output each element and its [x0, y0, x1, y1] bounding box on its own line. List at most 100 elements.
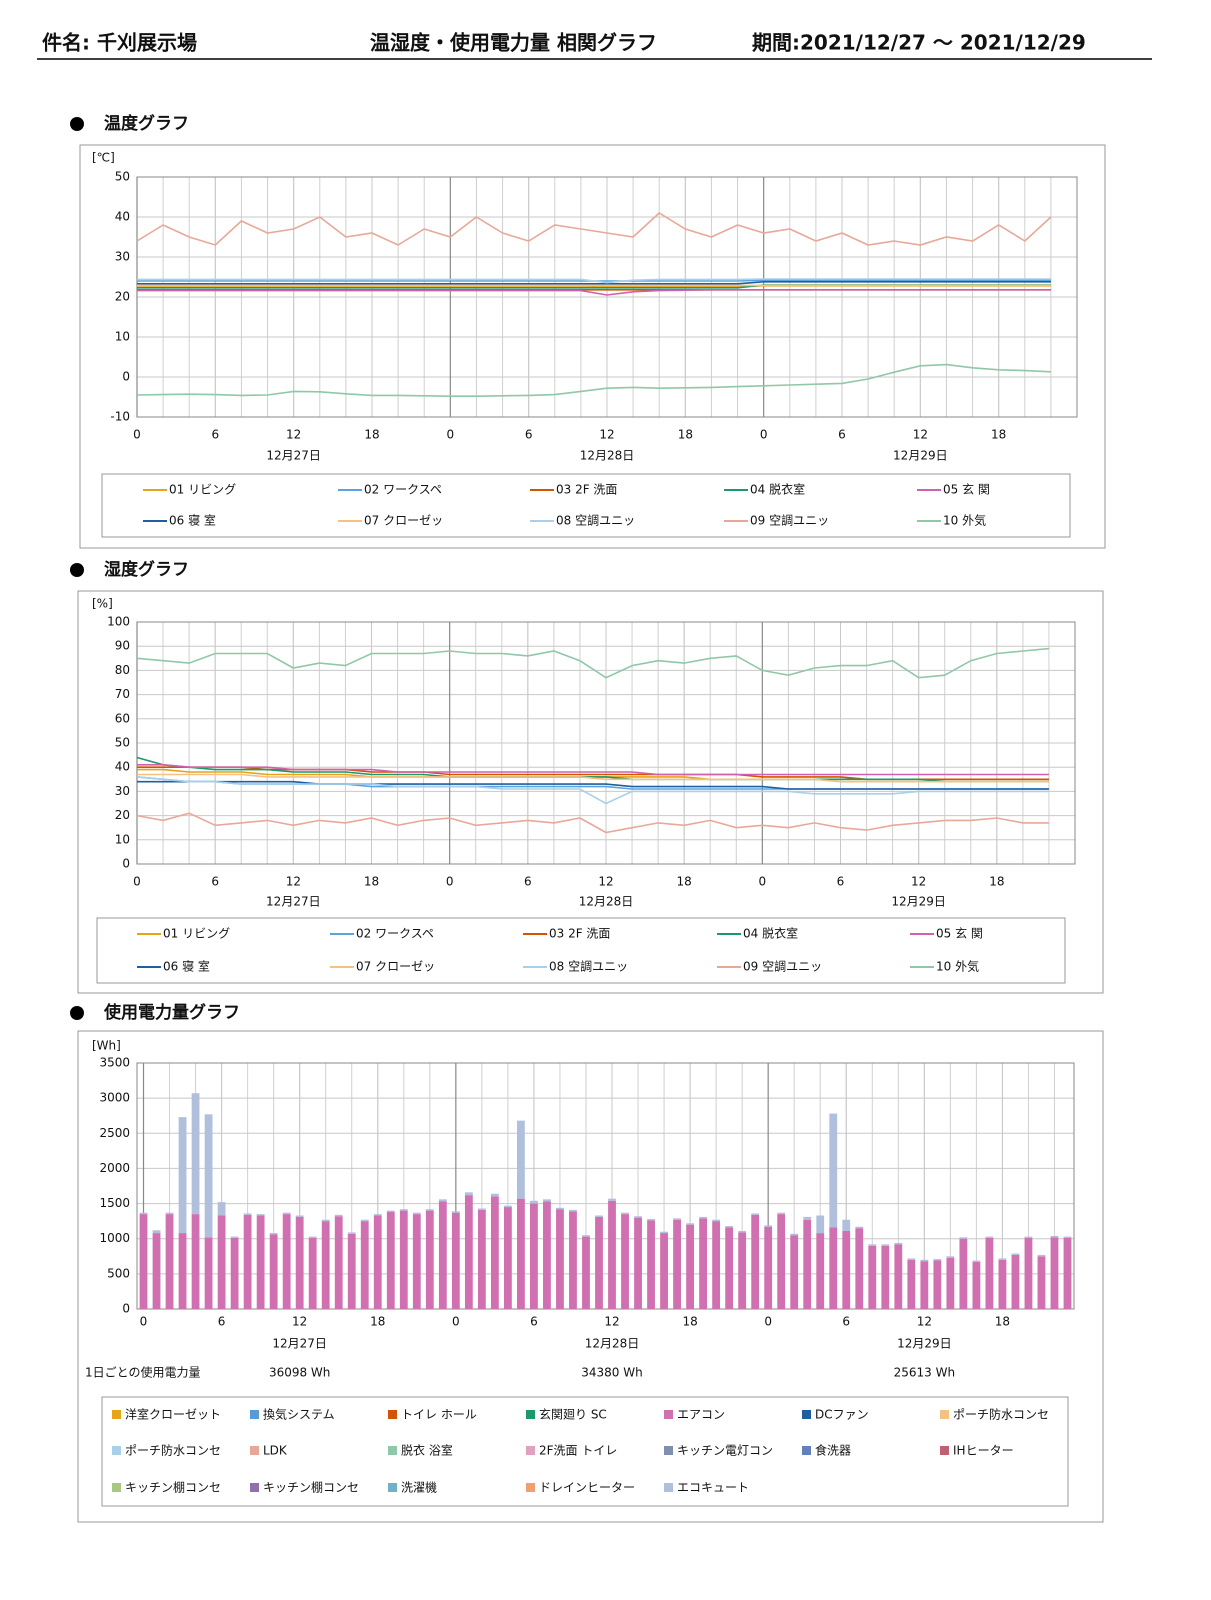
- bar-segment: [855, 1226, 864, 1229]
- chart-frame: [77, 590, 1104, 994]
- bar-segment: [556, 1207, 564, 1210]
- legend-label: ドレインヒーター: [539, 1481, 635, 1495]
- x-tick-label: 6: [524, 875, 532, 889]
- bar-segment: [347, 1233, 356, 1309]
- bar-segment: [699, 1218, 708, 1309]
- y-tick-label: 2500: [99, 1126, 130, 1140]
- series-line: [136, 776, 1049, 805]
- legend-box: [96, 917, 1066, 984]
- y-tick-label: 0: [122, 370, 130, 384]
- bar-segment: [165, 1214, 174, 1309]
- chart-frame: [79, 144, 1106, 549]
- y-tick-label: 40: [115, 210, 130, 224]
- bar-segment: [1024, 1236, 1033, 1239]
- y-tick-label: 0: [122, 857, 130, 871]
- legend-swatch: [388, 1483, 397, 1492]
- bar-segment: [569, 1209, 577, 1212]
- bar-segment: [178, 1117, 187, 1234]
- bar-segment: [282, 1214, 291, 1309]
- day-label: 12月27日: [266, 895, 321, 909]
- bar-segment: [946, 1256, 955, 1258]
- bar-segment: [777, 1214, 786, 1309]
- legend-label: LDK: [263, 1444, 288, 1458]
- y-tick-label: 3500: [99, 1056, 130, 1070]
- plot-border: [136, 1062, 1075, 1310]
- bar-segment: [764, 1225, 773, 1227]
- bar-segment: [217, 1215, 226, 1309]
- bar-segment: [842, 1219, 851, 1231]
- bar-segment: [725, 1226, 734, 1228]
- day-label: 12月29日: [893, 449, 948, 463]
- bar-segment: [1037, 1254, 1046, 1257]
- x-tick-label: 18: [682, 1315, 697, 1329]
- x-tick-label: 18: [989, 875, 1004, 889]
- bar-segment: [595, 1216, 603, 1309]
- daily-total: 25613 Wh: [894, 1366, 955, 1380]
- x-tick-label: 6: [212, 428, 220, 442]
- bar-segment: [503, 1205, 512, 1208]
- bar-segment: [920, 1261, 929, 1309]
- day-label: 12月29日: [897, 1337, 952, 1351]
- x-tick-label: 0: [760, 428, 768, 442]
- x-tick-label: 18: [677, 875, 692, 889]
- x-tick-label: 6: [218, 1315, 226, 1329]
- bar-segment: [464, 1195, 473, 1309]
- legend-swatch: [388, 1410, 397, 1419]
- y-tick-label: 30: [115, 784, 130, 798]
- legend-swatch: [664, 1446, 673, 1455]
- legend-label: 08 空調ユニッ: [549, 960, 628, 974]
- bar-segment: [660, 1231, 668, 1234]
- y-tick-label: 10: [115, 832, 130, 846]
- legend-swatch: [526, 1410, 535, 1419]
- section-title: 使用電力量グラフ: [103, 1002, 240, 1023]
- section-title: 温度グラフ: [104, 113, 189, 134]
- day-label: 12月27日: [272, 1337, 327, 1351]
- bar-segment: [386, 1212, 395, 1309]
- y-tick-label: -10: [110, 410, 130, 424]
- bar-segment: [816, 1215, 825, 1234]
- bar-segment: [868, 1244, 877, 1246]
- bar-segment: [582, 1236, 590, 1309]
- report-title: 温湿度・使用電力量 相関グラフ: [370, 31, 657, 55]
- bar-segment: [295, 1215, 304, 1217]
- series-line: [137, 773, 1049, 783]
- x-tick-label: 6: [211, 875, 219, 889]
- bar-segment: [972, 1260, 981, 1262]
- bullet: [70, 117, 84, 131]
- bar-segment: [347, 1232, 356, 1234]
- bar-segment: [634, 1216, 642, 1218]
- bar-segment: [608, 1200, 616, 1309]
- bar-segment: [1011, 1253, 1020, 1255]
- bar-segment: [582, 1235, 590, 1237]
- legend-label: 洋室クローゼット: [125, 1407, 221, 1422]
- bar-segment: [985, 1236, 994, 1239]
- legend-label: 2F洗面 トイレ: [539, 1444, 617, 1458]
- series-line: [137, 764, 1049, 776]
- x-tick-label: 12: [917, 1315, 932, 1329]
- y-tick-label: 60: [115, 711, 130, 725]
- legend-label: エアコン: [677, 1408, 725, 1422]
- bullet: [70, 1006, 84, 1020]
- bar-segment: [881, 1244, 890, 1246]
- bar-segment: [334, 1214, 343, 1217]
- bar-segment: [477, 1209, 486, 1309]
- legend-box: [101, 473, 1071, 538]
- legend-label: 04 脱衣室: [743, 926, 798, 941]
- series-line: [137, 780, 1049, 790]
- x-tick-label: 12: [911, 875, 926, 889]
- legend-label: 08 空調ユニッ: [556, 514, 635, 528]
- bar-segment: [1050, 1237, 1059, 1309]
- bar-segment: [334, 1216, 343, 1309]
- y-tick-label: 100: [107, 615, 130, 629]
- bar-segment: [647, 1220, 655, 1309]
- bar-segment: [712, 1219, 721, 1222]
- bar-segment: [425, 1209, 434, 1211]
- x-tick-label: 12: [286, 428, 301, 442]
- series-line: [136, 212, 1052, 246]
- bar-segment: [321, 1221, 330, 1309]
- legend-label: 食洗器: [815, 1443, 851, 1458]
- y-unit: [Wh]: [92, 1039, 121, 1053]
- x-tick-label: 18: [678, 428, 693, 442]
- day-label: 12月29日: [891, 895, 946, 909]
